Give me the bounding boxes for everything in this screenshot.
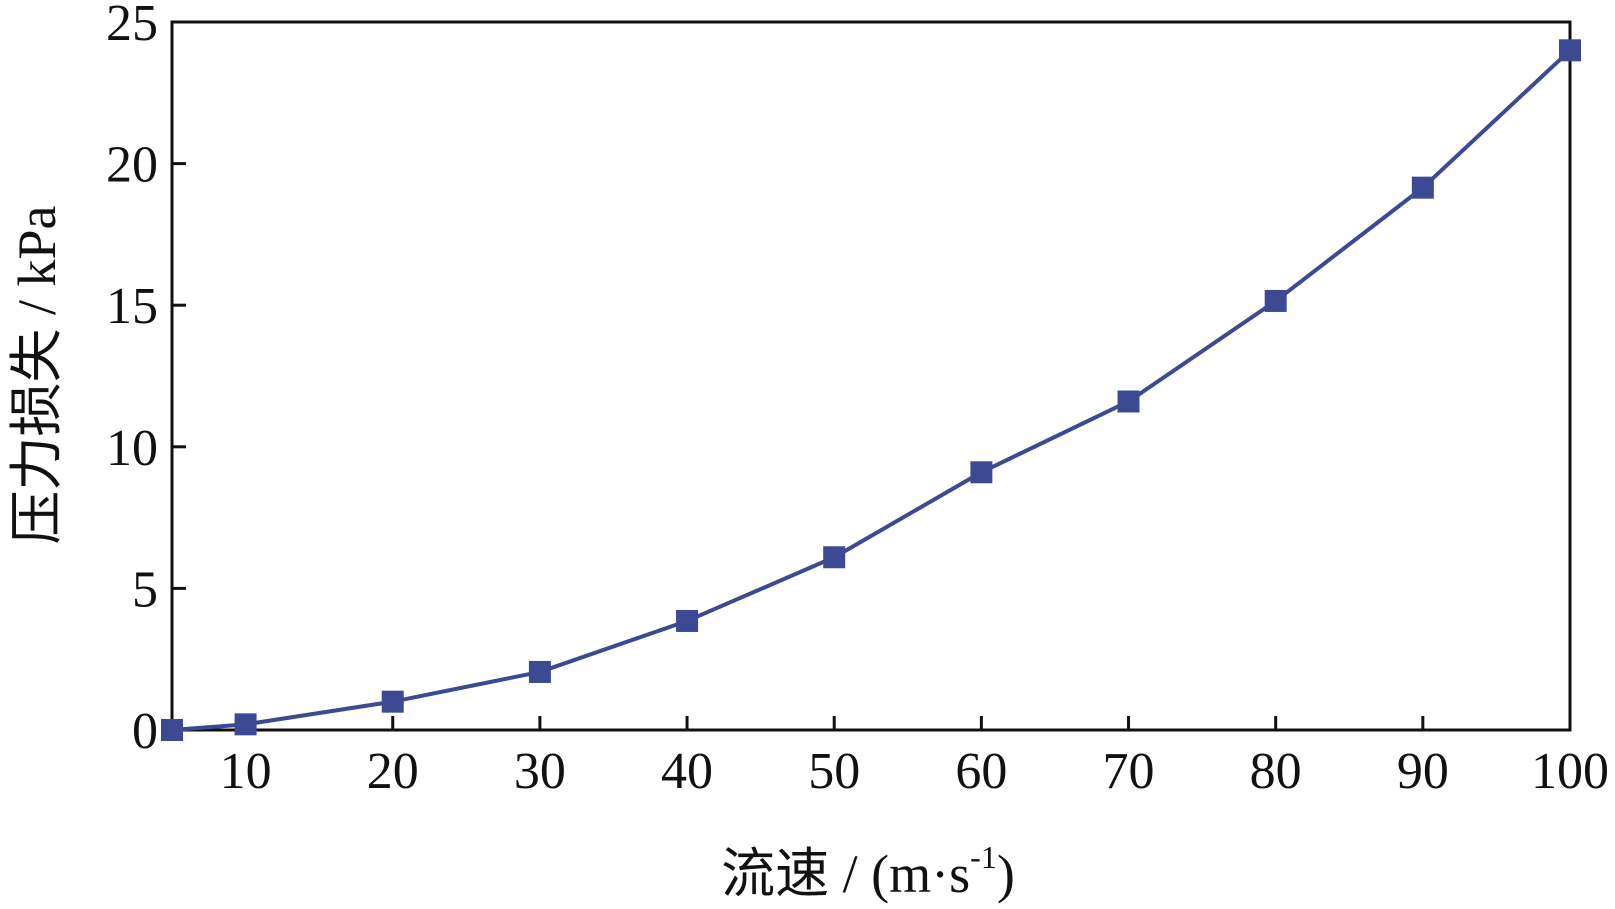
x-tick-label: 10 bbox=[220, 743, 272, 800]
data-point-marker bbox=[1559, 39, 1581, 62]
x-tick-label: 80 bbox=[1250, 743, 1302, 800]
axis-ticks bbox=[172, 20, 1572, 732]
data-point-marker bbox=[161, 719, 183, 741]
data-point-marker bbox=[1117, 390, 1140, 413]
y-tick-label: 0 bbox=[132, 703, 158, 760]
y-tick-label: 15 bbox=[106, 278, 158, 335]
y-tick-label: 5 bbox=[132, 561, 158, 618]
data-point-marker bbox=[1411, 176, 1434, 199]
data-point-marker bbox=[234, 713, 257, 736]
plot-frame bbox=[170, 20, 1572, 732]
tick-labels: 10 20 30 40 50 60 70 80 90 100 0 5 10 15 20 25 bbox=[106, 0, 1609, 800]
data-point-marker bbox=[381, 690, 404, 713]
x-tick-label: 70 bbox=[1103, 743, 1155, 800]
x-axis-title: 流速 / (m·s-1) bbox=[721, 839, 1015, 904]
x-tick-label: 30 bbox=[514, 743, 566, 800]
data-point-marker bbox=[528, 660, 551, 683]
x-tick-label: 20 bbox=[367, 743, 419, 800]
data-series bbox=[161, 39, 1581, 741]
data-point-marker bbox=[823, 546, 846, 569]
data-point-marker bbox=[676, 609, 699, 632]
x-tick-label: 100 bbox=[1531, 743, 1609, 800]
data-point-marker bbox=[1264, 289, 1287, 312]
plot-area bbox=[170, 20, 1572, 732]
y-axis-title: 压力损失 / kPa bbox=[7, 205, 67, 544]
y-tick-label: 25 bbox=[106, 0, 158, 52]
y-tick-label: 10 bbox=[106, 420, 158, 477]
x-tick-label: 40 bbox=[661, 743, 713, 800]
x-tick-label: 50 bbox=[808, 743, 860, 800]
data-point-marker bbox=[970, 461, 993, 484]
y-tick-label: 20 bbox=[106, 137, 158, 194]
x-tick-label: 90 bbox=[1397, 743, 1449, 800]
x-tick-label: 60 bbox=[955, 743, 1007, 800]
series-line bbox=[171, 48, 1572, 732]
